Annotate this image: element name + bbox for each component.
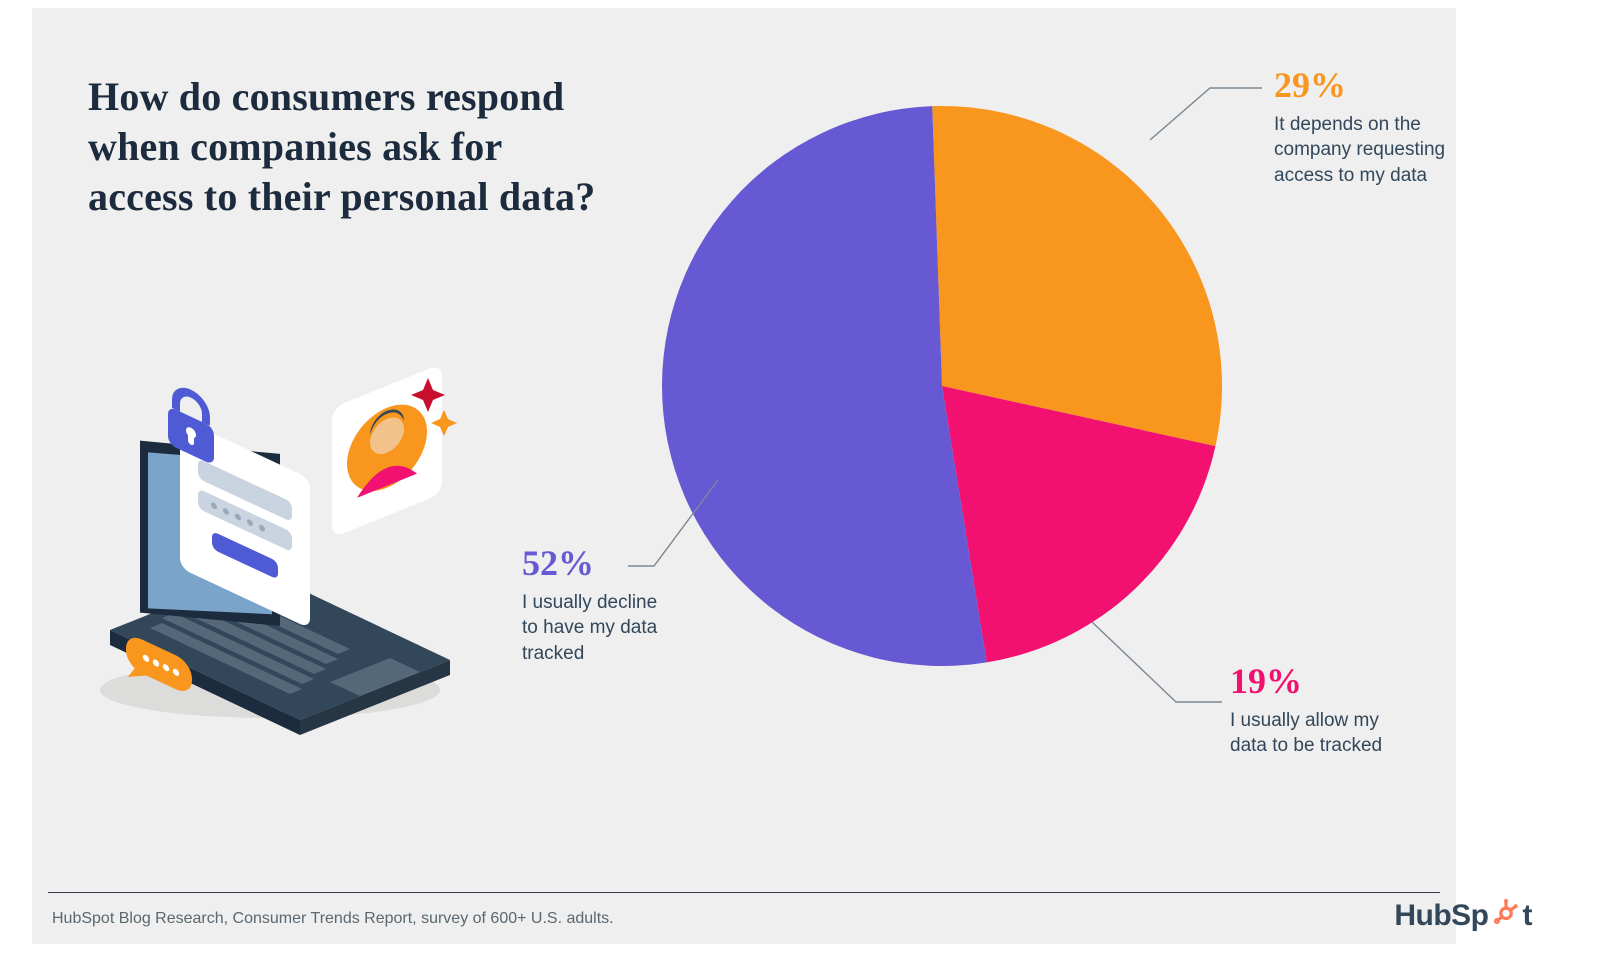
callout-allow: 19% I usually allow my data to be tracke… [1230, 662, 1420, 759]
footer-rule [48, 892, 1440, 893]
callout-decline: 52% I usually decline to have my data tr… [522, 544, 672, 667]
laptop-privacy-illustration [70, 360, 490, 740]
callout-depends: 29% It depends on the company requesting… [1274, 66, 1454, 189]
source-text: HubSpot Blog Research, Consumer Trends R… [52, 910, 614, 928]
callout-decline-pct: 52% [522, 544, 672, 584]
callout-allow-pct: 19% [1230, 662, 1420, 702]
infographic-canvas: How do consumers respond when companies … [0, 0, 1600, 973]
sprocket-icon [1493, 899, 1519, 925]
hubspot-logo: HubSp t [1394, 898, 1532, 934]
callout-depends-label: It depends on the company requesting acc… [1274, 112, 1454, 189]
page-title: How do consumers respond when companies … [88, 72, 608, 222]
callout-decline-label: I usually decline to have my data tracke… [522, 590, 672, 667]
callout-allow-label: I usually allow my data to be tracked [1230, 708, 1420, 759]
callout-depends-pct: 29% [1274, 66, 1454, 106]
logo-text-part2: t [1523, 899, 1533, 933]
pie-chart [662, 106, 1222, 666]
logo-text-part1: HubSp [1394, 899, 1488, 933]
